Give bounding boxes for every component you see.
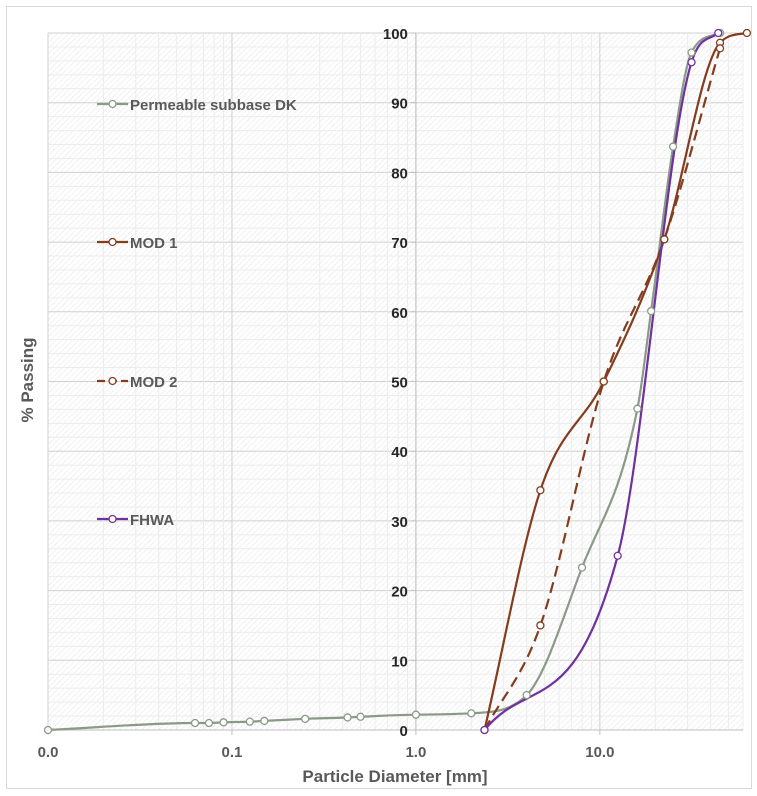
y-tick-label: 20: [391, 584, 408, 601]
data-point-permeable-subbase-dk: [356, 712, 365, 721]
legend-swatch-marker: [108, 99, 117, 109]
x-tick-label: 0.0: [38, 744, 59, 761]
data-point-permeable-subbase-dk: [577, 563, 587, 572]
y-tick-label: 80: [391, 165, 408, 182]
series-markers: [43, 28, 752, 735]
data-point-permeable-subbase-dk: [687, 48, 696, 57]
legend-swatch-marker: [108, 237, 117, 247]
data-point-mod-2: [536, 621, 545, 630]
data-point-permeable-subbase-dk: [245, 717, 254, 726]
y-tick-label: 70: [391, 235, 408, 252]
legend-label: FHWA: [130, 512, 174, 529]
series-line-mod-1: [483, 31, 748, 731]
data-point-permeable-subbase-dk: [668, 142, 678, 151]
data-point-permeable-subbase-dk: [411, 710, 421, 719]
legend-item-fhwa: FHWA: [97, 512, 174, 529]
x-tick-label: 0.1: [222, 744, 243, 761]
y-tick-label: 0: [400, 723, 408, 740]
data-point-mod-2: [599, 377, 608, 386]
data-point-fhwa: [687, 58, 696, 67]
y-tick-label: 40: [391, 444, 408, 461]
data-point-permeable-subbase-dk: [219, 718, 228, 727]
axes: 0 10 20 30 40 50 60 70 80 90 100 0.0 0.1 1.0 10.0: [38, 26, 743, 761]
legend-label: MOD 2: [130, 374, 178, 391]
y-tick-label: 100: [383, 26, 408, 43]
data-point-mod-2: [715, 44, 725, 53]
data-point-permeable-subbase-dk: [204, 718, 214, 728]
data-point-permeable-subbase-dk: [43, 725, 53, 735]
data-point-permeable-subbase-dk: [467, 709, 476, 718]
data-point-mod-2: [660, 235, 669, 244]
data-point-mod-1: [536, 486, 545, 495]
y-tick-label: 60: [391, 305, 408, 322]
data-point-permeable-subbase-dk: [301, 714, 310, 723]
data-point-permeable-subbase-dk: [522, 691, 531, 700]
y-tick-label: 90: [391, 96, 408, 113]
x-axis-label: Particle Diameter [mm]: [302, 767, 487, 786]
data-point-fhwa: [480, 725, 489, 735]
data-point-mod-1: [742, 28, 752, 38]
legend-item-permeable-subbase-dk: Permeable subbase DK: [97, 97, 297, 114]
x-tick-label: 10.0: [585, 744, 614, 761]
legend-label: MOD 1: [130, 235, 178, 252]
data-point-fhwa: [714, 28, 723, 38]
gridlines: [47, 32, 744, 731]
data-point-fhwa: [613, 551, 622, 560]
y-tick-label: 50: [391, 375, 408, 392]
legend-swatch-marker: [108, 514, 117, 524]
y-tick-label: 30: [391, 514, 408, 531]
legend: Permeable subbase DK MOD 1 MOD 2 FHWA: [97, 97, 297, 529]
legend-item-mod-1: MOD 1: [97, 235, 178, 252]
data-point-permeable-subbase-dk: [190, 718, 200, 728]
legend-label: Permeable subbase DK: [130, 97, 297, 114]
y-axis-label: % Passing: [18, 337, 37, 422]
legend-item-mod-2: MOD 2: [97, 374, 178, 391]
data-point-permeable-subbase-dk: [343, 713, 352, 722]
legend-swatch-marker: [108, 376, 117, 386]
data-point-permeable-subbase-dk: [633, 404, 642, 413]
data-point-permeable-subbase-dk: [646, 306, 656, 316]
y-tick-label: 10: [391, 653, 408, 670]
x-tick-label: 1.0: [405, 744, 426, 761]
data-point-permeable-subbase-dk: [260, 716, 269, 726]
